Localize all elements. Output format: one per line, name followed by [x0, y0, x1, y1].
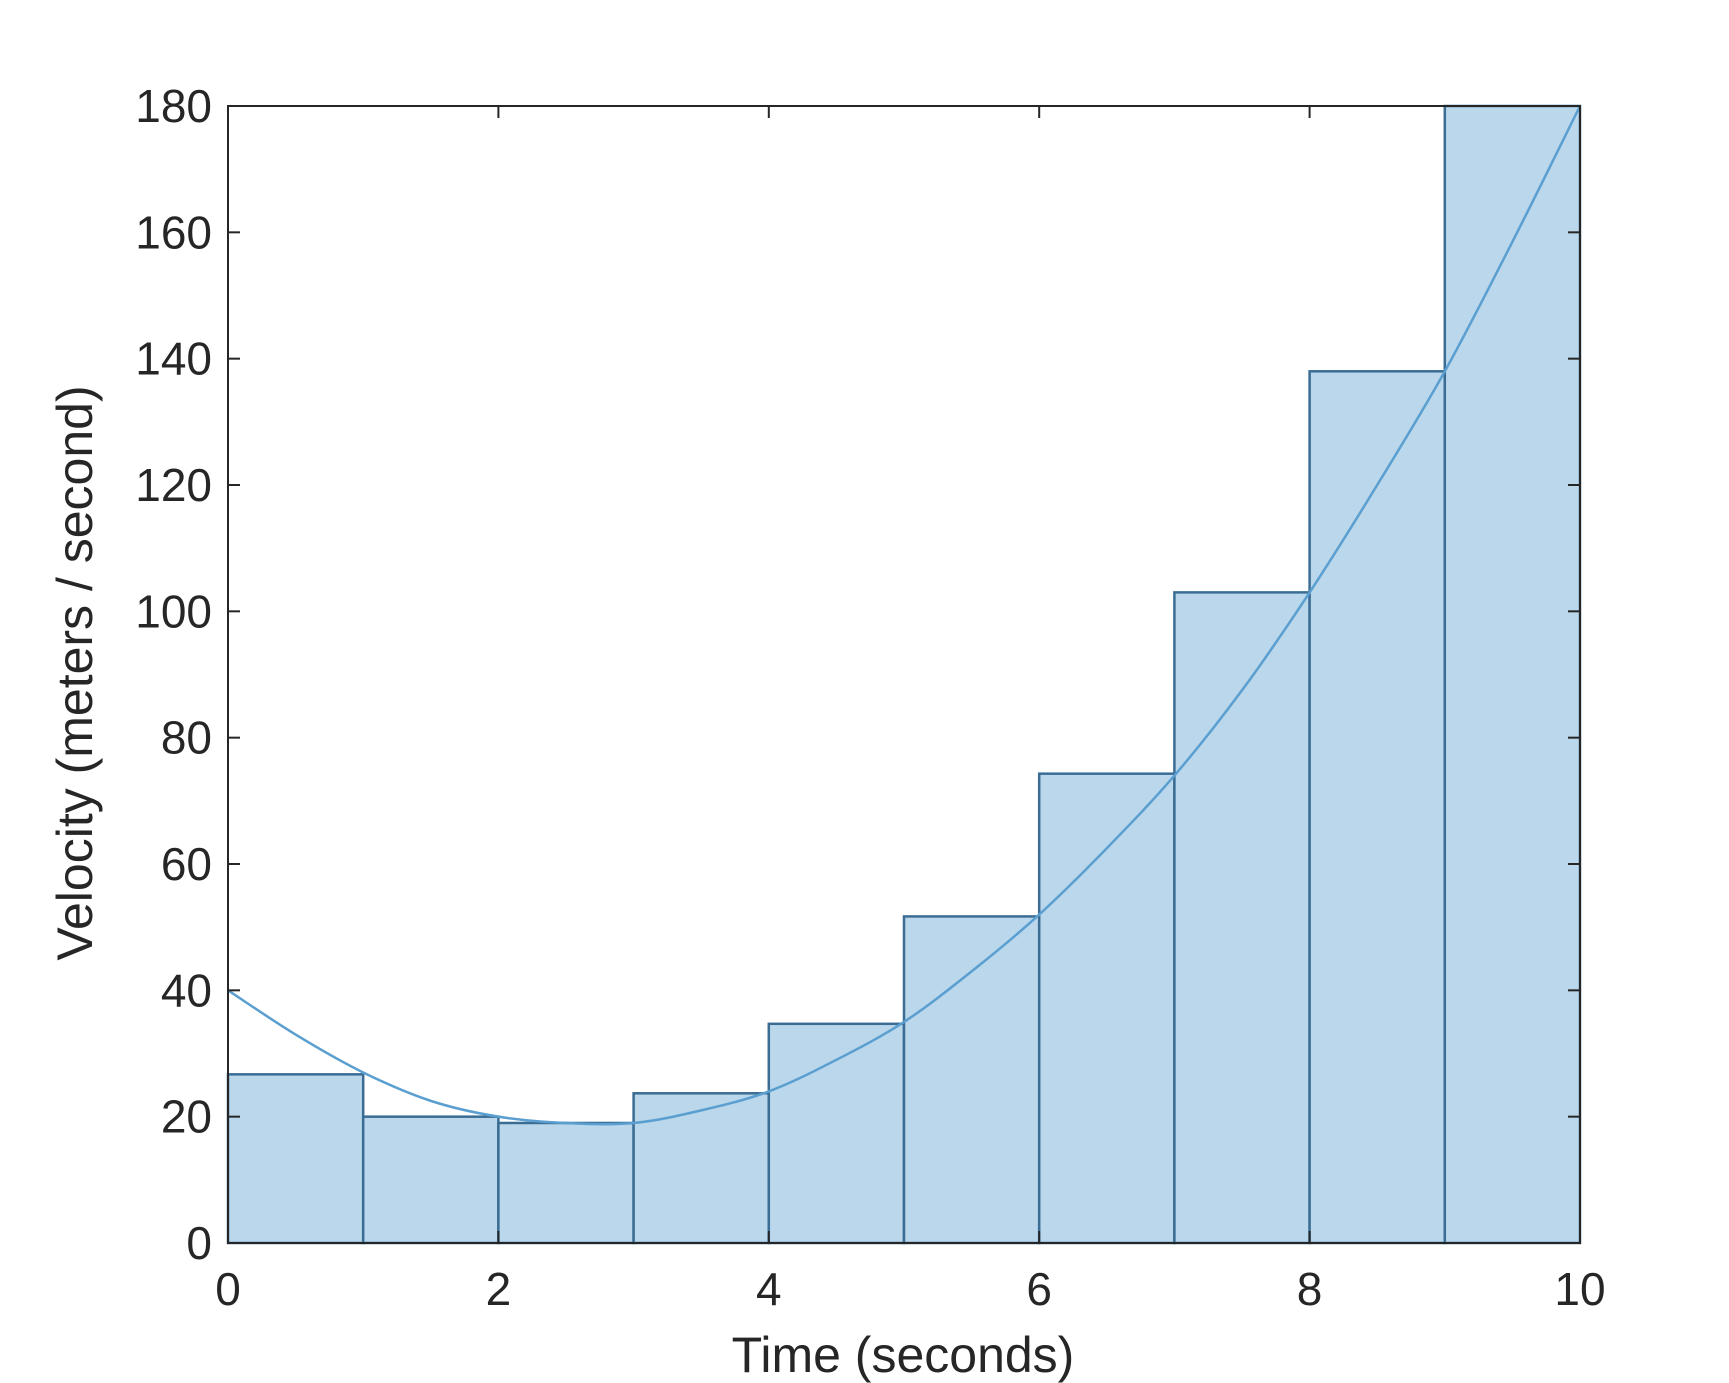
- y-axis-label: Velocity (meters / second): [47, 385, 103, 960]
- x-axis-label: Time (seconds): [732, 1327, 1075, 1383]
- bar-5: [902, 915, 1041, 1245]
- velocity-curve: [227, 105, 1582, 1126]
- axes-group: [227, 105, 1581, 1244]
- y-tick-label-5: 100: [135, 585, 212, 637]
- y-tick-label-8: 160: [135, 206, 212, 258]
- x-tick-label-2: 4: [756, 1263, 782, 1315]
- bar-0: [226, 1073, 365, 1245]
- x-tick-label-1: 2: [486, 1263, 512, 1315]
- bar-2: [497, 1121, 635, 1245]
- y-tick-label-4: 80: [161, 712, 212, 764]
- y-tick-label-0: 0: [186, 1217, 212, 1269]
- y-tick-label-1: 20: [161, 1091, 212, 1143]
- y-tick-label-9: 180: [135, 80, 212, 132]
- y-tick-label-6: 120: [135, 459, 212, 511]
- curve-group: [227, 105, 1582, 1126]
- y-tick-label-2: 40: [161, 964, 212, 1016]
- x-tick-label-4: 8: [1297, 1263, 1323, 1315]
- bar-1: [361, 1115, 500, 1245]
- bar-6: [1037, 772, 1176, 1245]
- y-tick-label-7: 140: [135, 333, 212, 385]
- x-tick-label-3: 6: [1026, 1263, 1052, 1315]
- bar-9: [1443, 104, 1582, 1245]
- bar-3: [632, 1092, 771, 1245]
- x-tick-label-0: 0: [215, 1263, 241, 1315]
- bar-4: [767, 1022, 906, 1245]
- y-tick-label-3: 60: [161, 838, 212, 890]
- x-tick-label-5: 10: [1554, 1263, 1605, 1315]
- axes-box: [227, 105, 1581, 1244]
- bars-group: [226, 104, 1582, 1245]
- bar-7: [1173, 591, 1311, 1245]
- bar-8: [1308, 370, 1447, 1245]
